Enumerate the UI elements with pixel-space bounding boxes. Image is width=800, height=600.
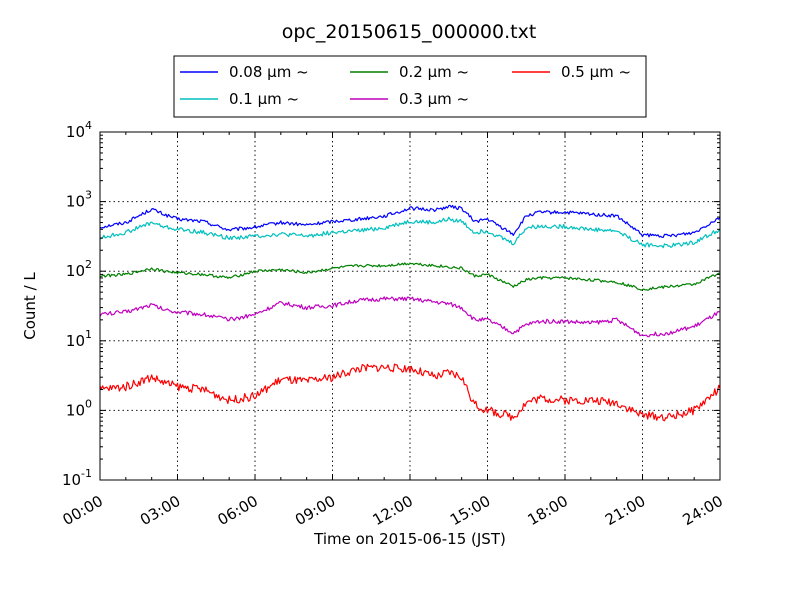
axis-ticks: [99, 131, 721, 481]
plot-frame: [99, 131, 721, 481]
x-tick-label: 12:00: [370, 492, 416, 529]
x-tick-label: 21:00: [602, 492, 648, 529]
grid-lines: [99, 131, 721, 481]
x-tick-label: 00:00: [60, 492, 106, 529]
series-line: [99, 216, 721, 249]
y-tick-label: 104: [66, 119, 92, 141]
y-tick-label: 101: [66, 328, 92, 350]
series-line: [99, 296, 721, 338]
series-group: [99, 204, 721, 422]
y-axis-label: Count / L: [21, 272, 39, 340]
x-tick-label: 18:00: [525, 492, 571, 529]
y-tick-label: 10-1: [62, 467, 92, 489]
series-line: [99, 262, 721, 291]
legend-label: 0.1 μm ~: [229, 90, 299, 108]
x-tick-label: 03:00: [137, 492, 183, 529]
series-line: [99, 363, 721, 422]
y-tick-labels: 10-1 100 101 102 103 104: [62, 119, 92, 489]
y-tick-label: 102: [66, 258, 92, 280]
y-tick-label: 100: [66, 397, 92, 419]
legend-label: 0.08 μm ~: [229, 63, 309, 81]
x-tick-label: 15:00: [447, 492, 493, 529]
legend-label: 0.2 μm ~: [399, 63, 469, 81]
legend-label: 0.5 μm ~: [561, 63, 631, 81]
x-tick-label: 06:00: [215, 492, 261, 529]
chart-title: opc_20150615_000000.txt: [282, 21, 537, 43]
series-line: [99, 204, 721, 238]
legend: 0.08 μm ~ 0.1 μm ~ 0.2 μm ~ 0.3 μm ~ 0.5 μm …: [173, 55, 647, 118]
y-tick-label: 103: [66, 189, 92, 211]
legend-label: 0.3 μm ~: [399, 90, 469, 108]
x-axis-label: Time on 2015-06-15 (JST): [313, 530, 506, 548]
x-tick-labels: 00:00 03:00 06:00 09:00 12:00 15:00 18:00 21:00…: [60, 492, 726, 529]
x-tick-label: 24:00: [680, 492, 726, 529]
legend-box: [173, 55, 647, 118]
x-tick-label: 09:00: [292, 492, 338, 529]
